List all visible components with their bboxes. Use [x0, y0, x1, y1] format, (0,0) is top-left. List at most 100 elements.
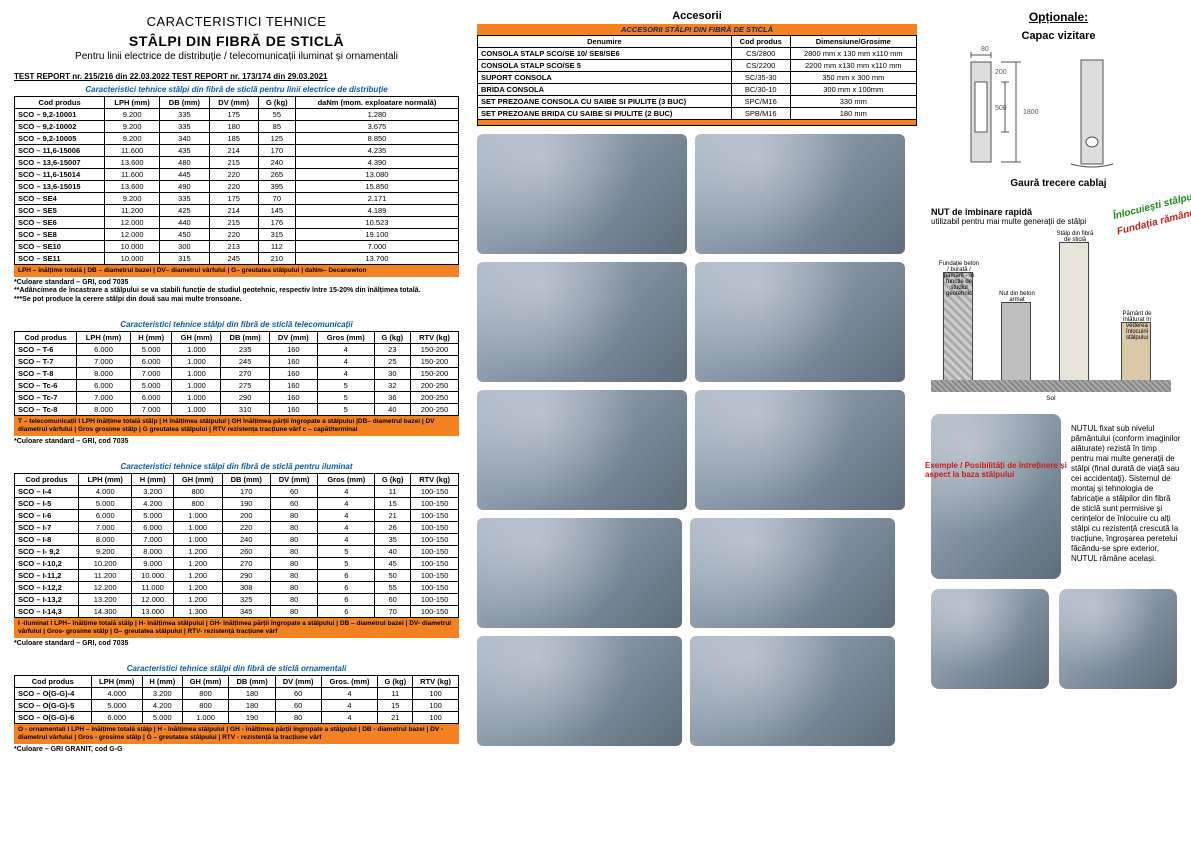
table-row: SCO – T-66.0005.0001.000235160423150-200	[15, 343, 459, 355]
photo-yard-1	[477, 518, 682, 628]
col-header: G (kg)	[378, 675, 413, 687]
table4: Cod produsLPH (mm)H (mm)GH (mm)DB (mm)DV…	[14, 675, 459, 724]
col-header: RTV (kg)	[411, 331, 459, 343]
svg-text:200: 200	[995, 69, 1007, 76]
col-header: RTV (kg)	[413, 675, 459, 687]
main-title-line1: CARACTERISTICI TEHNICE	[14, 14, 459, 29]
foundation-diagram: Fundație beton / burată / pământ - în fu…	[931, 232, 1171, 392]
table-row: SUPORT CONSOLASC/35-30350 mm x 300 mm	[478, 72, 917, 84]
table-row: SCO – 9,2-100019.200335175551.280	[15, 109, 459, 121]
test-reports: TEST REPORT nr. 215/216 din 22.03.2022 T…	[14, 72, 459, 81]
table-row: SCO – I-88.0007.0001.00024080435100-150	[15, 533, 459, 545]
table-row: SCO – SE49.200335175702.171	[15, 193, 459, 205]
table-row: SCO – T-88.0007.0001.000270160430150-200	[15, 367, 459, 379]
table-row: SCO – I-14,314.30013.0001.30034580670100…	[15, 605, 459, 617]
col-header: GH (mm)	[172, 331, 221, 343]
col-header: Dimensiune/Grosime	[790, 36, 916, 48]
col-header: DB (mm)	[221, 331, 269, 343]
col-header: DB (mm)	[222, 473, 270, 485]
table-row: SCO – Tc-77.0006.0001.000290160536200-25…	[15, 391, 459, 403]
svg-text:1800: 1800	[1023, 109, 1039, 116]
table-row: SCO – O(G-G)-55.0004.20080018060415100	[15, 699, 459, 711]
col-header: DV (mm)	[209, 97, 258, 109]
table-row: SCO – I-44.0003.20080017060411100-150	[15, 485, 459, 497]
col-header: LPH (mm)	[105, 97, 160, 109]
svg-text:80: 80	[981, 46, 989, 53]
photo-bundle-1	[477, 636, 682, 746]
col-header: Gros (mm)	[317, 331, 374, 343]
optionale-title: Opționale:	[931, 10, 1186, 24]
capac-label: Capac vizitare	[931, 30, 1186, 42]
table-row: SCO – I-13,213.20012.0001.20032580660100…	[15, 593, 459, 605]
photo-stock-2	[695, 390, 905, 510]
table-row: SCO – SE1010.0003002131127.000	[15, 241, 459, 253]
photo-base-2	[1059, 589, 1177, 689]
capac-drawing: 80 1800 500 200	[931, 42, 1171, 172]
table-row: SCO – I-10,210.2009.0001.20027080545100-…	[15, 557, 459, 569]
table-row: SCO – SE1110.00031524521013.700	[15, 253, 459, 265]
col-header: LPH (mm)	[77, 331, 131, 343]
photo-gallery	[477, 134, 917, 746]
table-row: SCO – I-77.0006.0001.00022080426100-150	[15, 521, 459, 533]
table-row: SCO – SE612.00044021517610.523	[15, 217, 459, 229]
table-row: SCO – O(G-G)-44.0003.20080018060411100	[15, 687, 459, 699]
table2-legend: T – telecomunicații I LPH înălțime total…	[14, 416, 459, 436]
table-iluminat: Caracteristici tehnice stâlpi din fibră …	[14, 460, 459, 648]
col-header: G (kg)	[375, 473, 411, 485]
table-row: CONSOLA STALP SCO/SE 10/ SE8/SE6CS/28002…	[478, 48, 917, 60]
accesorii-heading: Accesorii	[477, 10, 917, 22]
gaura-label: Gaură trecere cablaj	[931, 178, 1186, 189]
table-row: CONSOLA STALP SCO/SE 5CS/22002200 mm x13…	[478, 60, 917, 72]
col-header: Cod produs	[15, 473, 79, 485]
accesorii-block: Accesorii ACCESORII STÂLPI DIN FIBRĂ DE …	[477, 10, 917, 746]
col-header: Cod produs	[15, 97, 105, 109]
accesorii-banner: ACCESORII STÂLPI DIN FIBRĂ DE STICLĂ	[477, 24, 917, 35]
table-row: SCO – 11,6-1500611.6004352141704.235	[15, 145, 459, 157]
photo-stock-1	[477, 390, 687, 510]
col-header: GH (mm)	[173, 473, 222, 485]
table-row: SET PREZOANE CONSOLA CU SAIBE SI PIULITE…	[478, 96, 917, 108]
table-ornamentali: Caracteristici tehnice stâlpi din fibră …	[14, 662, 459, 754]
col-header: Gros. (mm)	[321, 675, 378, 687]
table-row: BRIDA CONSOLABC/30-10300 mm x 100mm	[478, 84, 917, 96]
col-header: Gros (mm)	[318, 473, 375, 485]
main-title-line2: STÂLPI DIN FIBRĂ DE STICLĂ	[14, 33, 459, 49]
table1-legend: LPH – înălțime totală | DB – diametrul b…	[14, 265, 459, 277]
nut-block: NUT de îmbinare rapidă utilizabil pentru…	[931, 207, 1186, 226]
table2-title: Caracteristici tehnice stâlpi din fibră …	[14, 318, 459, 331]
col-header: LPH (mm)	[91, 675, 142, 687]
table-row: SCO – 13,6-1500713.6004802152404.390	[15, 157, 459, 169]
table-row: SCO – 11,6-1501411.60044522026513.080	[15, 169, 459, 181]
table1-notes: *Culoare standard – GRI, cod 7035**Adânc…	[14, 279, 459, 304]
table-row: SCO – I- 9,29.2008.0001.20026080540100-1…	[15, 545, 459, 557]
table2-notes: *Culoare standard – GRI, cod 7035	[14, 438, 459, 446]
table1: Cod produsLPH (mm)DB (mm)DV (mm)G (kg)da…	[14, 96, 459, 265]
photo-truck-2	[695, 262, 905, 382]
table-row: SCO – SE511.2004252141454.189	[15, 205, 459, 217]
nut-description: NUTUL fixat sub nivelul pământului (conf…	[1071, 424, 1181, 579]
col-header: RTV (kg)	[411, 473, 459, 485]
table3-legend: I -iluminat I LPH– înălțime totală stâlp…	[14, 618, 459, 638]
sol-label: Sol	[1046, 395, 1055, 402]
photo-truck-1	[477, 262, 687, 382]
col-header: DV (mm)	[269, 331, 317, 343]
subtitle: Pentru linii electrice de distribuție / …	[14, 51, 459, 62]
svg-text:500: 500	[995, 105, 1007, 112]
photo-console	[477, 134, 687, 254]
photo-yard-2	[690, 518, 895, 628]
table4-title: Caracteristici tehnice stâlpi din fibră …	[14, 662, 459, 675]
table-row: SCO – I-12,212.20011.0001.20030880655100…	[15, 581, 459, 593]
table-row: SCO – I-11,211.20010.0001.20029080650100…	[15, 569, 459, 581]
col-header: GH (mm)	[182, 675, 229, 687]
optionale-column: Opționale: Capac vizitare	[931, 10, 1186, 746]
col-header: G (kg)	[374, 331, 410, 343]
col-header: Cod produs	[15, 675, 92, 687]
col-header: G (kg)	[258, 97, 295, 109]
col-header: DB (mm)	[160, 97, 210, 109]
accesorii-table: DenumireCod produsDimensiune/GrosimeCONS…	[477, 35, 917, 120]
table3-notes: *Culoare standard – GRI, cod 7035	[14, 640, 459, 648]
table-row: SCO – Tc-66.0005.0001.000275160532200-25…	[15, 379, 459, 391]
photo-base-1	[931, 589, 1049, 689]
nut-title: NUT de îmbinare rapidă	[931, 207, 1032, 217]
col-header: DV (mm)	[275, 675, 321, 687]
